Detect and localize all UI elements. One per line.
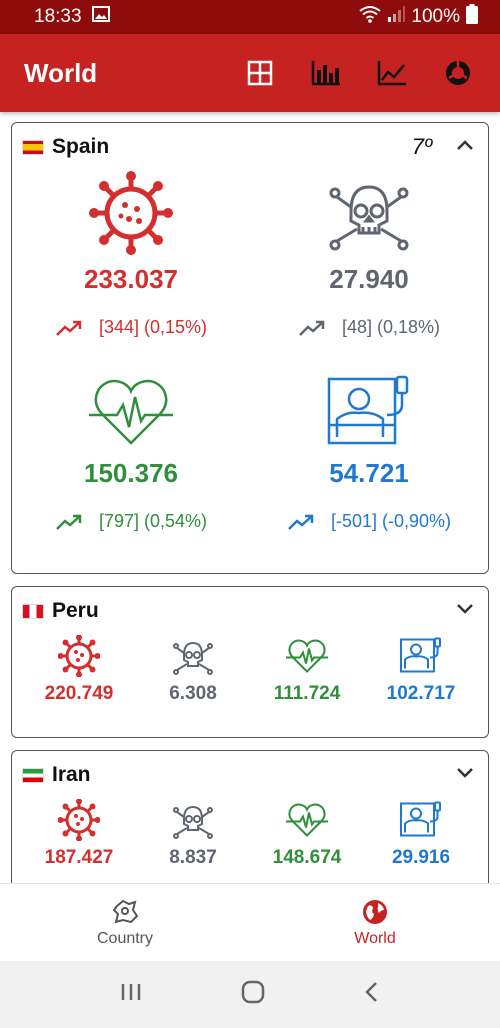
spain-flag-icon <box>22 139 44 155</box>
grid-view-icon[interactable] <box>242 55 278 91</box>
deaths-change: [48] (0,18%) <box>298 317 440 338</box>
active-stat: 102.717 <box>364 635 478 705</box>
country-card-spain: Spain 7º <box>11 122 489 574</box>
wifi-icon <box>359 5 382 29</box>
deaths-value: 8.837 <box>169 847 217 868</box>
card-header[interactable]: Iran <box>12 751 488 799</box>
home-icon[interactable] <box>241 980 265 1009</box>
deaths-stat: 6.308 <box>136 635 250 705</box>
cases-stat: 220.749 <box>22 635 136 705</box>
cases-value: 220.749 <box>44 683 114 704</box>
country-list[interactable]: Spain 7º <box>0 112 500 883</box>
bar-chart-icon[interactable] <box>308 55 344 91</box>
virus-icon <box>58 635 100 677</box>
country-card-peru[interactable]: Peru 220.749 6.308 111.724 102.717 <box>11 586 489 738</box>
cases-change-text: [344] (0,15%) <box>98 317 208 337</box>
deaths-stat: 8.837 <box>136 799 250 869</box>
recovered-stat: 111.724 <box>250 635 364 705</box>
heart-rate-icon <box>286 803 328 837</box>
heart-rate-icon <box>286 639 328 673</box>
active-value: 54.721 <box>329 458 409 488</box>
iran-flag-icon <box>22 767 44 783</box>
status-time: 18:33 <box>34 6 82 27</box>
tab-country[interactable]: Country <box>0 884 250 961</box>
tab-world-label: World <box>354 929 396 947</box>
virus-icon <box>58 799 100 841</box>
tab-country-label: Country <box>96 929 154 947</box>
recovered-value: 111.724 <box>273 683 341 704</box>
chevron-down-icon[interactable] <box>456 766 474 784</box>
chevron-down-icon[interactable] <box>456 602 474 620</box>
active-value: 29.916 <box>391 847 451 868</box>
country-name: Spain <box>52 135 110 158</box>
recovered-stat: 148.674 <box>250 799 364 869</box>
cases-value: 233.037 <box>84 264 178 294</box>
deaths-stat: 27.940 [48] (0,18%) <box>250 171 488 369</box>
chevron-up-icon[interactable] <box>456 138 474 156</box>
virus-icon <box>89 171 173 260</box>
status-bar: 18:33 100% <box>0 0 500 34</box>
active-change: [-501] (-0,90%) <box>287 511 451 532</box>
deaths-value: 27.940 <box>329 264 409 294</box>
country-name: Peru <box>52 599 99 622</box>
battery-icon <box>466 4 478 30</box>
recent-apps-icon[interactable] <box>120 982 142 1007</box>
recovered-stat: 150.376 [797] (0,54%) <box>12 369 250 573</box>
trending-up-icon <box>56 514 82 530</box>
app-bar: World <box>0 34 500 112</box>
bottom-navigation: Country World <box>0 883 500 961</box>
country-card-iran[interactable]: Iran 187.427 8.837 148.674 29.916 <box>11 750 489 883</box>
tab-world[interactable]: World <box>250 884 500 961</box>
donut-chart-icon[interactable] <box>440 55 476 91</box>
recovered-value: 150.376 <box>84 458 178 488</box>
peru-flag-icon <box>22 603 44 619</box>
card-header[interactable]: Spain 7º <box>12 123 488 171</box>
hospital-bed-icon <box>400 637 441 673</box>
line-chart-icon[interactable] <box>374 55 410 91</box>
trending-up-icon <box>56 320 82 336</box>
recovered-change-text: [797] (0,54%) <box>98 511 208 531</box>
recovered-change: [797] (0,54%) <box>55 511 207 532</box>
gallery-icon <box>91 6 110 28</box>
active-change-text: [-501] (-0,90%) <box>330 511 452 531</box>
deaths-change-text: [48] (0,18%) <box>341 317 441 337</box>
cases-change: [344] (0,15%) <box>55 317 207 338</box>
country-name: Iran <box>52 763 91 786</box>
globe-icon <box>363 899 387 924</box>
hospital-bed-icon <box>400 801 441 837</box>
trending-up-icon <box>299 320 325 336</box>
country-map-icon <box>112 899 139 923</box>
skull-icon <box>173 641 213 675</box>
active-stat: 29.916 <box>364 799 478 869</box>
country-rank: 7º <box>411 134 432 159</box>
hospital-bed-icon <box>327 375 411 454</box>
skull-icon <box>327 171 411 260</box>
cases-stat: 187.427 <box>22 799 136 869</box>
system-navigation-bar <box>0 961 500 1028</box>
trending-up-icon <box>288 514 314 530</box>
card-header[interactable]: Peru <box>12 587 488 635</box>
active-value: 102.717 <box>386 683 456 704</box>
signal-icon <box>387 6 406 28</box>
battery-level: 100% <box>411 6 460 27</box>
heart-rate-icon <box>89 375 173 454</box>
deaths-value: 6.308 <box>169 683 217 704</box>
active-stat: 54.721 [-501] (-0,90%) <box>250 369 488 573</box>
page-title: World <box>24 57 98 88</box>
recovered-value: 148.674 <box>272 847 342 868</box>
cases-stat: 233.037 [344] (0,15%) <box>12 171 250 369</box>
back-icon[interactable] <box>364 981 380 1008</box>
cases-value: 187.427 <box>44 847 114 868</box>
skull-icon <box>173 805 213 839</box>
